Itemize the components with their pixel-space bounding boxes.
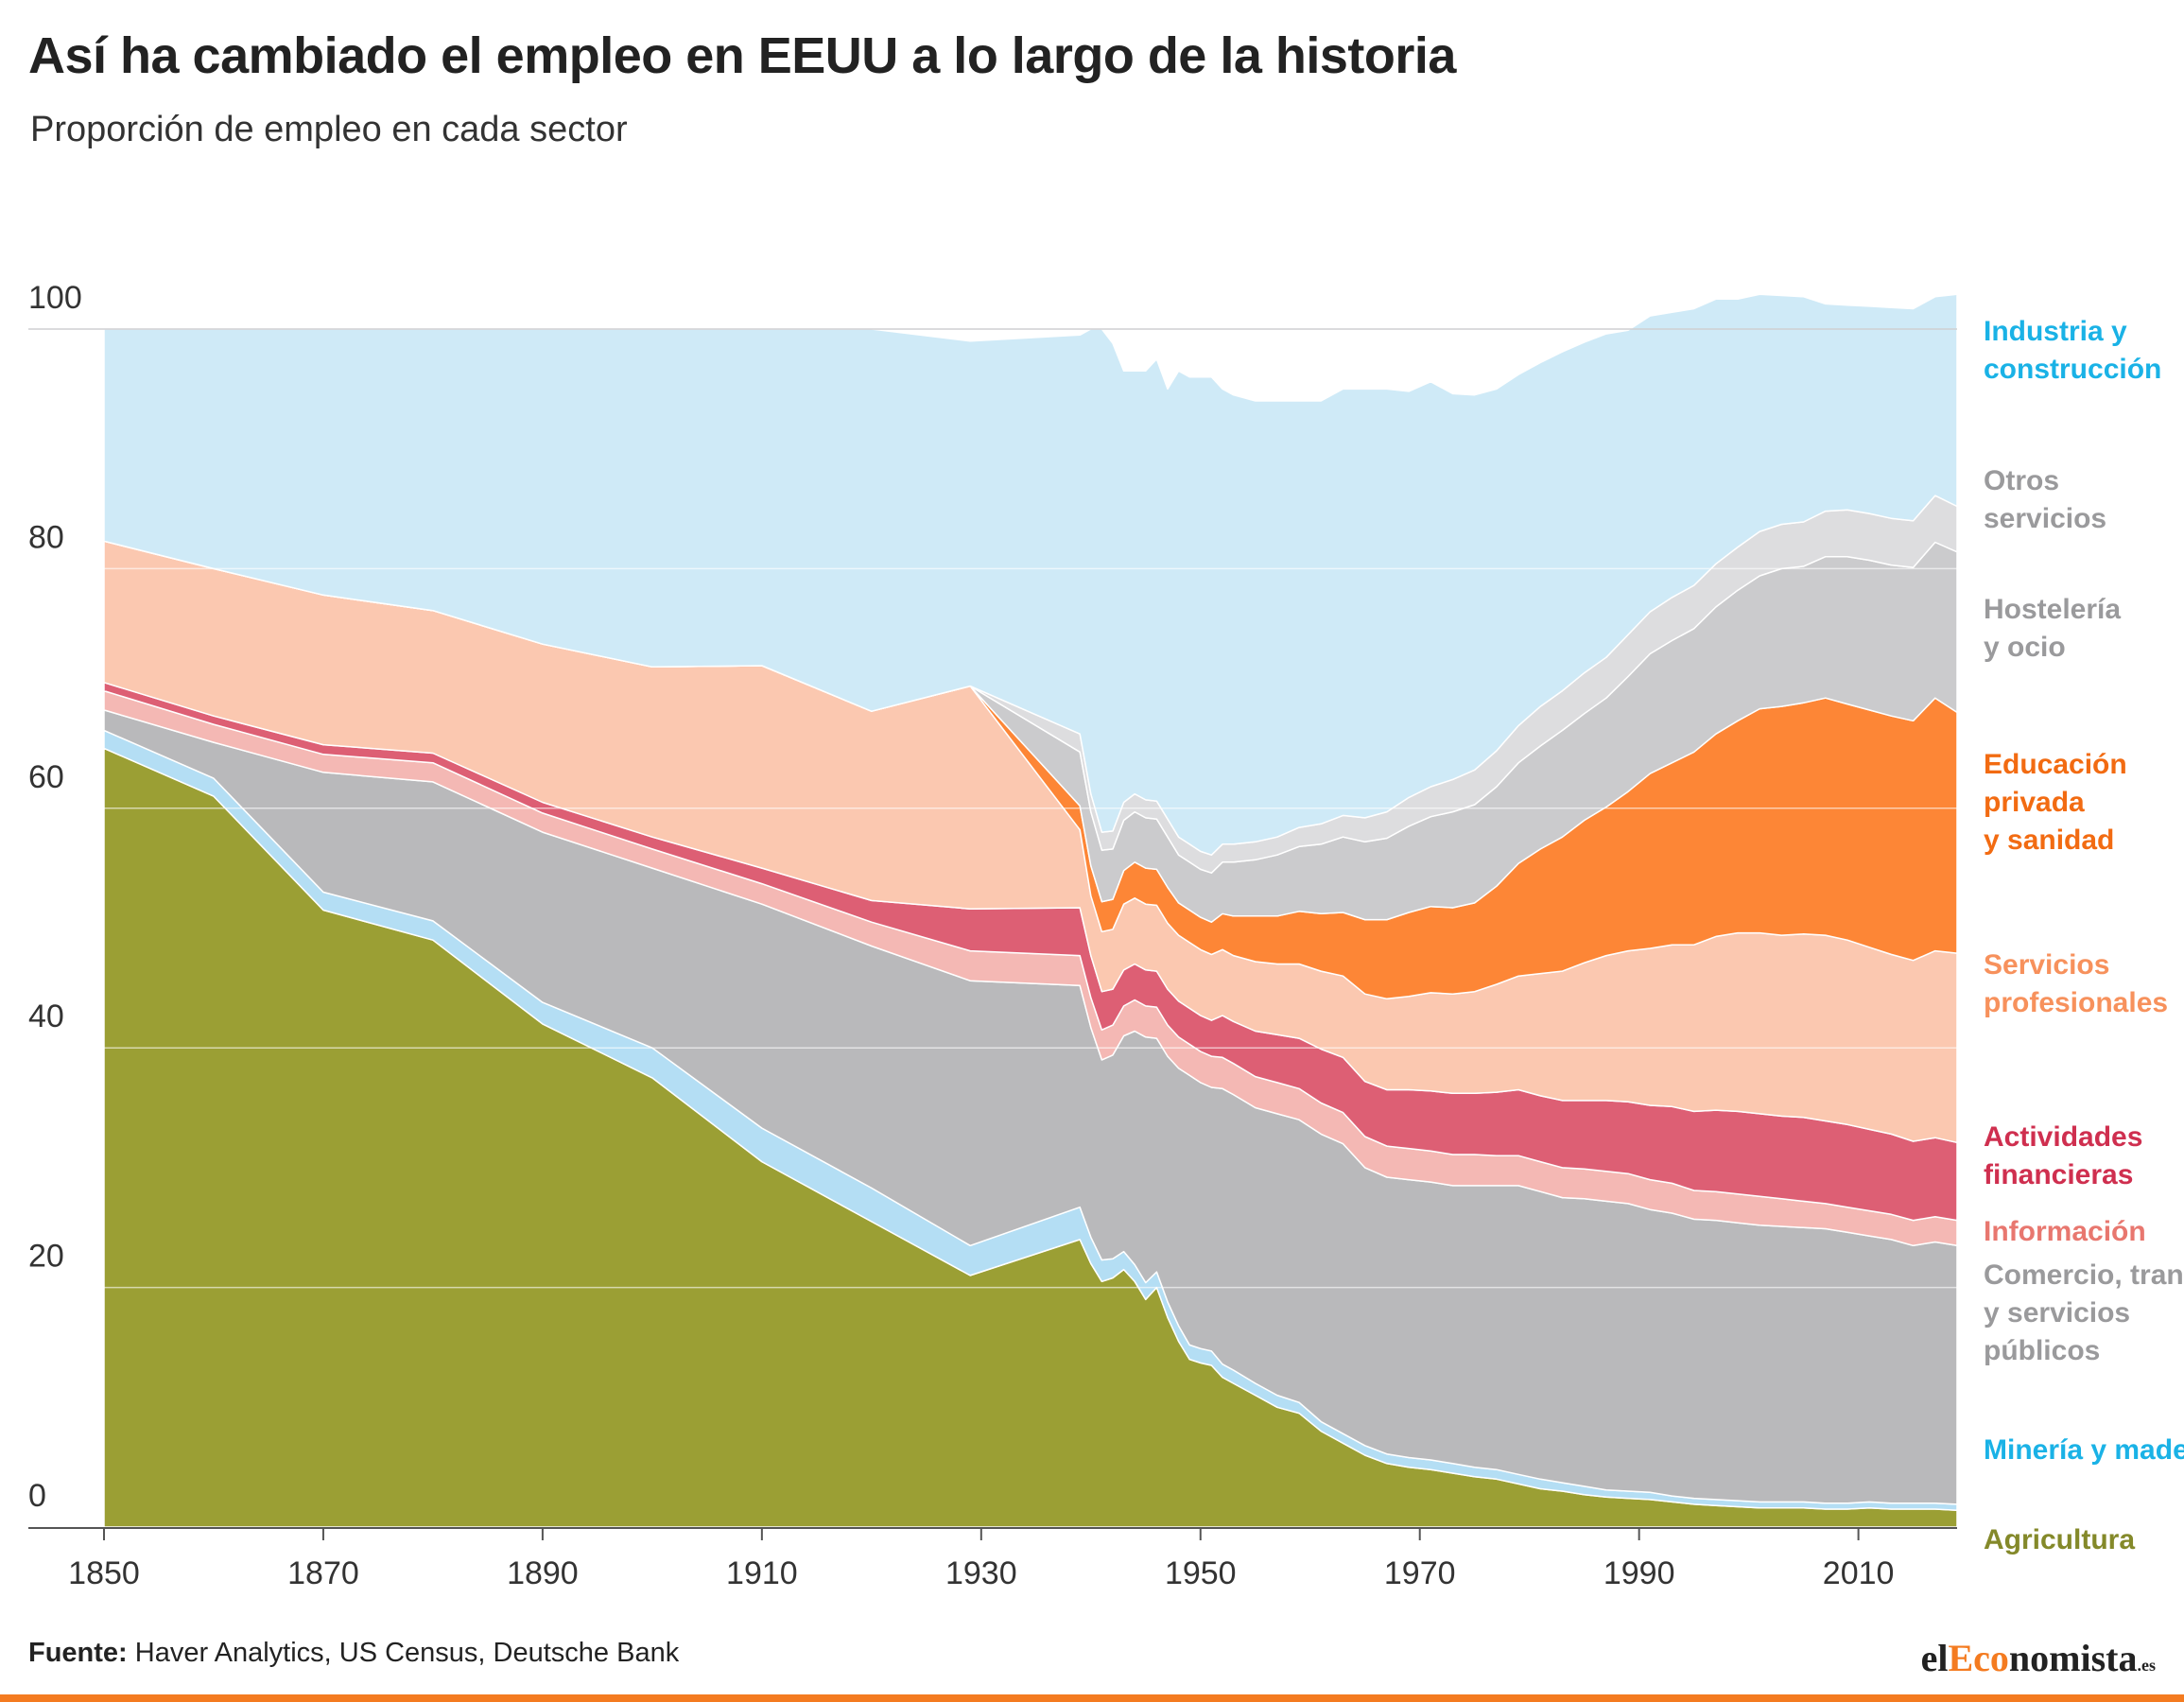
chart-subtitle: Proporción de empleo en cada sector xyxy=(30,110,628,149)
area-layers xyxy=(103,293,1958,1528)
series-label: Agricultura xyxy=(1984,1524,2135,1555)
y-tick-label: 60 xyxy=(28,759,64,795)
series-label: Hostelería y ocio xyxy=(1984,594,2121,663)
x-tick-label: 1850 xyxy=(68,1555,140,1591)
series-label: Educación privada y sanidad xyxy=(1984,749,2127,856)
y-tick-label: 80 xyxy=(28,519,64,555)
logo-suffix: nomista xyxy=(2008,1637,2138,1679)
y-tick-label: 0 xyxy=(28,1478,46,1514)
chart-title: Así ha cambiado el empleo en EEUU a lo l… xyxy=(28,27,1456,84)
stacked-area-chart: 0 20 40 60 80 100 1850 1870 1890 1910 1930 1950 197… xyxy=(28,280,2184,1591)
logo-tld: .es xyxy=(2137,1656,2157,1675)
y-axis-ticks: 0 20 40 60 80 100 xyxy=(28,280,82,1514)
x-tick-label: 1870 xyxy=(287,1555,359,1591)
logo-prefix: el xyxy=(1920,1637,1949,1679)
y-tick-label: 100 xyxy=(28,280,82,316)
x-tick-label: 1930 xyxy=(945,1555,1017,1591)
series-label: Industria y construcción xyxy=(1984,316,2161,385)
brand-logo[interactable]: elEconomista.es xyxy=(1921,1636,2156,1680)
x-tick-label: 1970 xyxy=(1384,1555,1456,1591)
x-tick-label: 1910 xyxy=(726,1555,798,1591)
x-tick-label: 2010 xyxy=(1823,1555,1895,1591)
series-labels: Agricultura Minería y madera Comercio, tra… xyxy=(1984,316,2184,1555)
logo-highlight: Eco xyxy=(1948,1637,2009,1679)
area-series-9 xyxy=(103,293,1958,856)
x-tick-label: 1990 xyxy=(1603,1555,1675,1591)
source-label: Fuente: xyxy=(28,1638,128,1668)
series-label: Otros servicios xyxy=(1984,465,2106,534)
gridlines xyxy=(28,328,1957,1289)
accent-bar xyxy=(0,1694,2184,1702)
y-tick-label: 40 xyxy=(28,999,64,1034)
y-tick-label: 20 xyxy=(28,1239,64,1275)
series-label: Minería y madera xyxy=(1984,1434,2184,1466)
source-text: Haver Analytics, US Census, Deutsche Ban… xyxy=(134,1638,680,1668)
x-tick-label: 1950 xyxy=(1165,1555,1237,1591)
series-label: Servicios profesionales xyxy=(1984,949,2168,1018)
source-note: Fuente: Haver Analytics, US Census, Deut… xyxy=(28,1638,679,1669)
x-tick-label: 1890 xyxy=(507,1555,579,1591)
series-label: Información xyxy=(1984,1216,2146,1247)
x-axis-ticks: 1850 1870 1890 1910 1930 1950 1970 1990 2010 xyxy=(68,1529,1894,1591)
series-label: Actividades financieras xyxy=(1984,1121,2142,1190)
